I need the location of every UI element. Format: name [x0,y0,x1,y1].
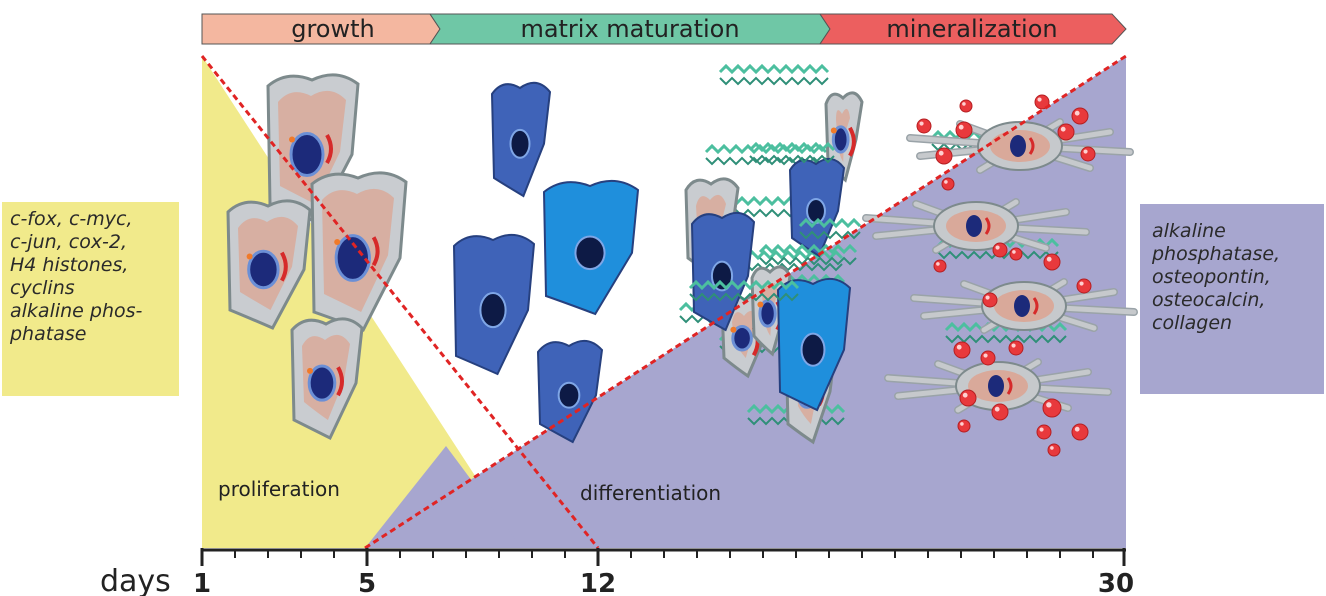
mineral-crystal [1076,278,1092,294]
mineral-crystal [959,99,973,113]
mineral-crystal [933,259,947,273]
mineral-crystal [1042,398,1062,418]
collagen-fiber [688,279,800,302]
osteocyte-cell [862,198,1090,254]
proliferation-markers-box: c-fox, c-myc, c-jun, cox-2, H4 histones,… [2,202,179,396]
tick-label-1: 1 [193,569,211,596]
mineral-crystal [1036,424,1052,440]
matrix-maturation-cluster [678,63,864,445]
mineral-crystal [1071,107,1089,125]
mineral-crystal [991,403,1009,421]
collagen-fiber [748,141,836,164]
phase-bar: growth matrix maturation mineralization [201,13,1127,45]
marker-line: c-jun, cox-2, [10,231,128,253]
mineral-crystal [953,341,971,359]
phase-matrix-maturation-label: matrix maturation [520,15,739,43]
mineral-crystal [957,419,971,433]
proliferation-decline-line [200,55,600,549]
phase-mineralization-label: mineralization [886,15,1057,43]
mineral-crystal [1009,247,1023,261]
marker-line: phosphatase, [1152,243,1281,265]
mineral-crystal [955,121,973,139]
marker-line: alkaline phos- [10,300,143,322]
collagen-fiber [758,243,858,266]
osteoblast-cells [452,81,640,444]
time-axis: days 1 5 12 30 [100,548,1134,596]
osteoblast-cell [776,277,852,412]
mineral-crystal [1080,146,1096,162]
marker-line: c-fox, c-myc, [10,208,133,230]
mineral-crystal [992,242,1008,258]
marker-line: collagen [1152,312,1233,334]
osteocyte-cell [910,278,1138,334]
mineral-crystal [1008,340,1024,356]
mineralization-cluster [862,94,1138,457]
proliferating-cells [226,73,408,441]
tick-label-30: 30 [1098,569,1134,596]
differentiation-rise-line [364,54,1127,550]
marker-line: osteocalcin, [1152,289,1266,311]
marker-line: phatase [10,323,87,345]
phase-mineralization [819,13,1127,45]
marker-line: osteopontin, [1152,266,1271,288]
osteoblast-cell [452,233,536,376]
mineral-crystal [916,118,932,134]
proliferating-cell [290,317,364,441]
marker-line: H4 histones, [10,254,129,276]
differentiation-label: differentiation [580,481,721,505]
mineral-crystal [1043,253,1061,271]
mineral-crystal [1057,123,1075,141]
mineral-crystal [1047,443,1061,457]
osteoblast-cell [542,179,640,316]
collagen-fiber [718,63,830,86]
tick-label-5: 5 [358,569,376,596]
marker-line: cyclins [10,277,75,299]
mineral-crystal [959,389,977,407]
proliferation-label: proliferation [218,477,340,501]
differentiation-markers-box: alkaline phosphatase, osteopontin, osteo… [1140,204,1324,394]
osteoblast-cell [536,339,604,444]
mineral-crystal [1034,94,1050,110]
proliferating-cell [226,199,312,330]
mineral-crystal [1071,423,1089,441]
phase-growth-label: growth [291,15,375,43]
collagen-fiber [798,217,862,240]
tick-label-12: 12 [580,569,616,596]
marker-line: alkaline [1152,220,1226,242]
mineral-crystal [982,292,998,308]
proliferating-cell [824,91,864,183]
osteoblast-cell [490,81,552,198]
mineral-crystal [980,350,996,366]
mineral-crystal [935,147,953,165]
osteocyte-cell [884,358,1112,414]
proliferating-cell [310,171,408,332]
mineral-crystal [941,177,955,191]
axis-label: days [100,564,171,596]
